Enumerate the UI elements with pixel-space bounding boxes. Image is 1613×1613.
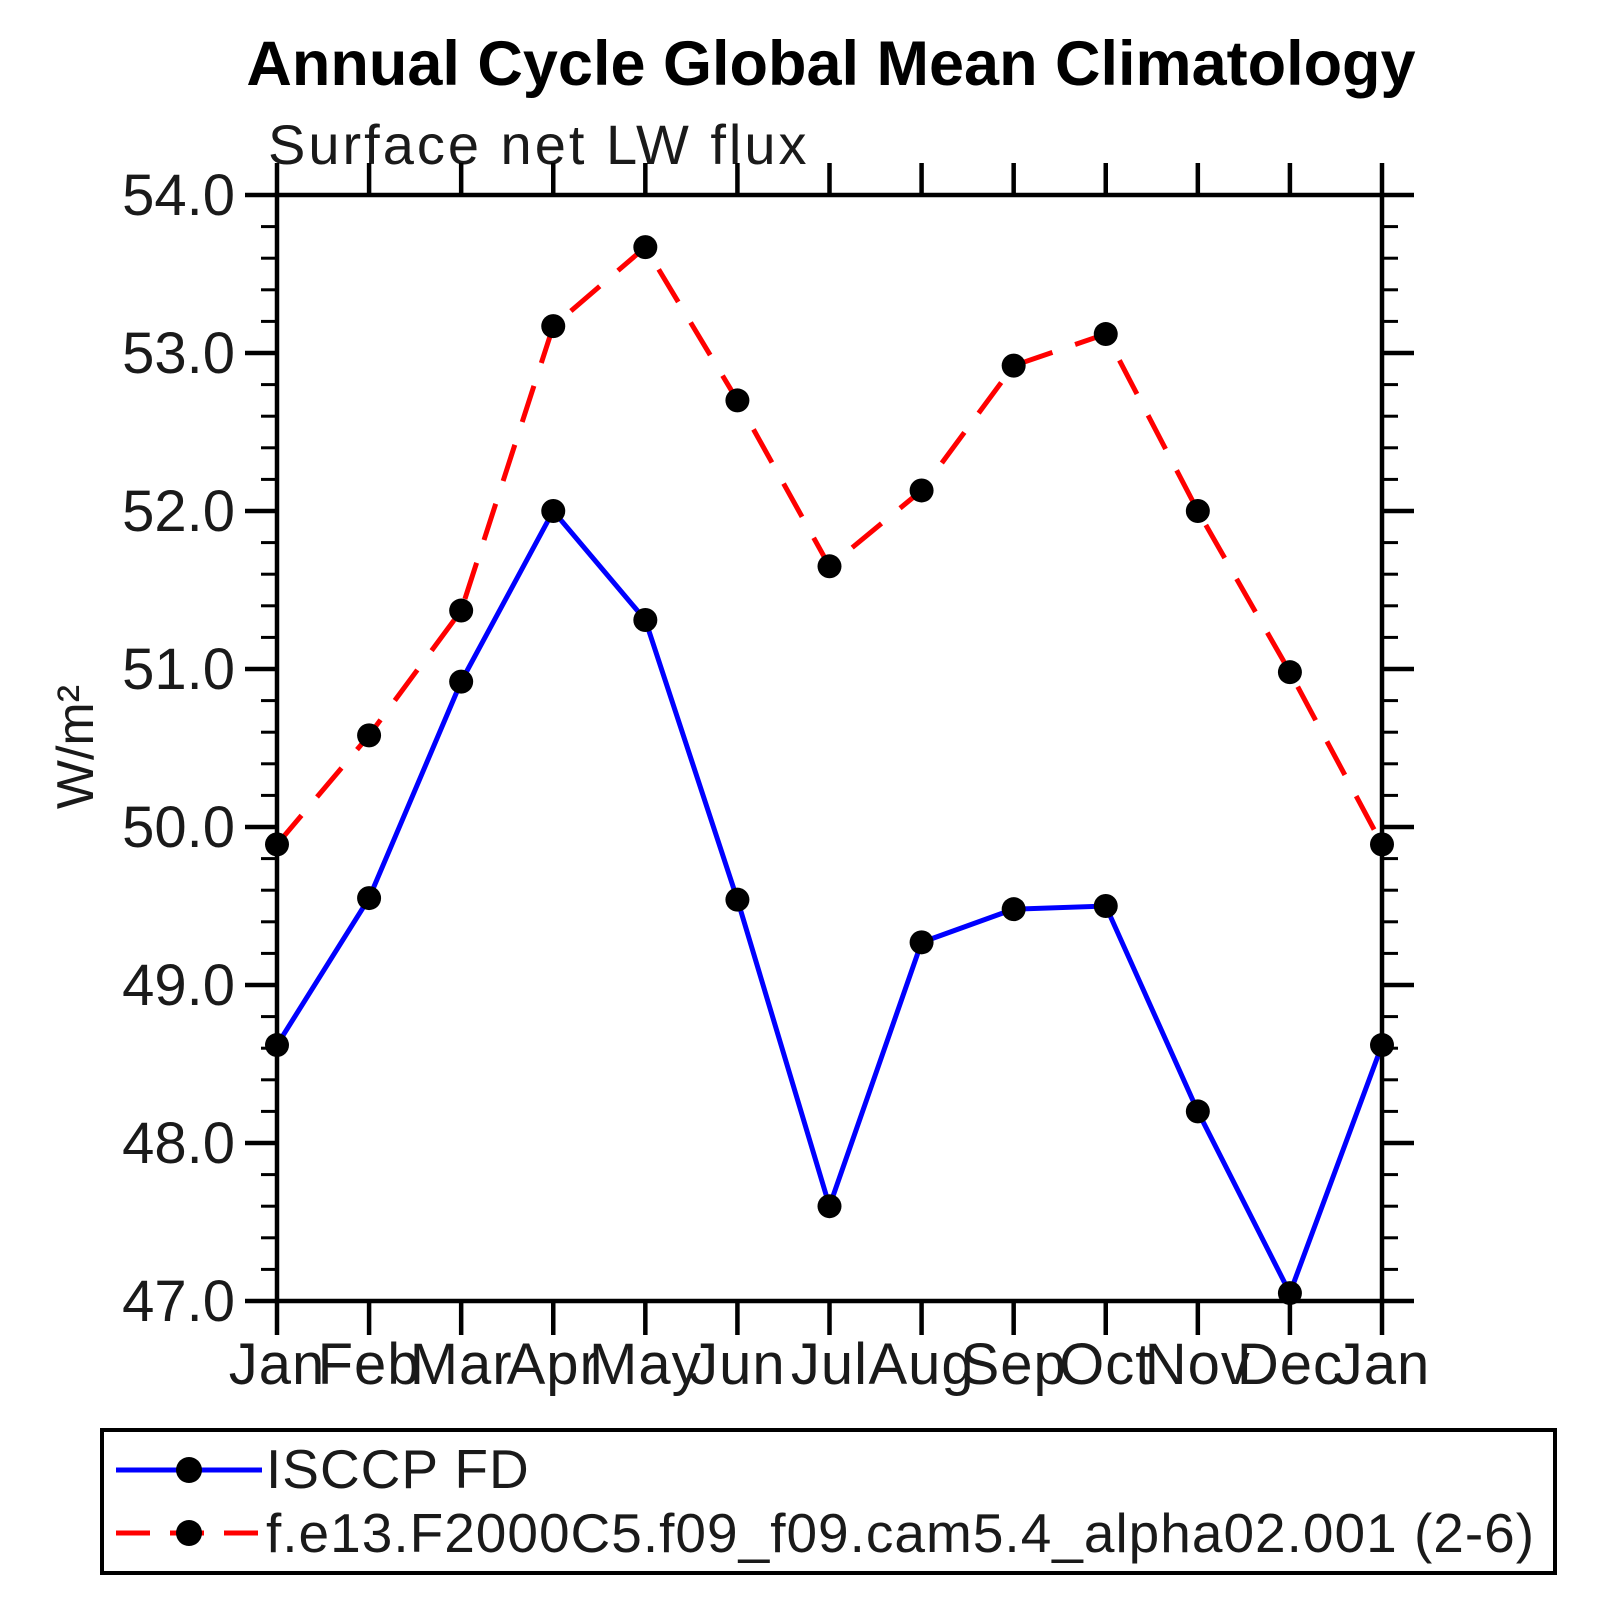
data-point — [357, 723, 382, 748]
data-point — [1277, 660, 1302, 685]
x-tick-label: Aug — [868, 1332, 974, 1397]
x-tick-label: Sep — [961, 1332, 1067, 1397]
data-point — [1277, 1281, 1302, 1306]
data-point — [541, 499, 566, 523]
y-tick-label: 51.0 — [122, 637, 235, 702]
y-tick-label: 49.0 — [122, 953, 235, 1018]
data-point — [909, 478, 934, 503]
data-point — [1370, 1033, 1394, 1058]
x-tick-label: Jun — [689, 1332, 786, 1397]
data-point — [1185, 499, 1210, 523]
legend: ISCCP FD f.e13.F2000C5.f09_f09.cam5.4_alp… — [100, 1428, 1557, 1575]
y-tick-label: 48.0 — [122, 1111, 235, 1176]
x-tick-label: Jan — [1334, 1332, 1431, 1397]
chart-subtitle: Surface net LW flux — [268, 113, 810, 176]
x-tick-label: May — [589, 1332, 702, 1397]
legend-item: ISCCP FD — [114, 1442, 1553, 1498]
y-tick-label: 47.0 — [122, 1269, 235, 1334]
legend-line-sample — [116, 1456, 262, 1483]
data-point — [725, 388, 750, 413]
data-point — [265, 1033, 289, 1058]
data-point — [541, 314, 566, 339]
data-point — [449, 598, 474, 623]
data-point — [909, 930, 934, 955]
x-tick-label: Nov — [1145, 1332, 1251, 1397]
x-tick-label: Feb — [318, 1332, 421, 1397]
legend-item: f.e13.F2000C5.f09_f09.cam5.4_alpha02.001… — [114, 1505, 1553, 1561]
data-point — [817, 554, 842, 579]
legend-label: ISCCP FD — [266, 1438, 530, 1501]
data-point — [725, 887, 750, 912]
chart-title: Annual Cycle Global Mean Climatology — [246, 29, 1416, 99]
x-tick-label: Mar — [410, 1332, 513, 1397]
series-line — [274, 506, 1385, 1300]
data-point — [449, 669, 474, 694]
legend-marker — [176, 1456, 202, 1483]
x-tick-label: Dec — [1237, 1332, 1343, 1397]
y-tick-label: 52.0 — [122, 479, 235, 544]
legend-marker — [176, 1520, 202, 1547]
x-tick-label: Jul — [791, 1332, 868, 1397]
legend-line-sample — [116, 1520, 262, 1547]
y-tick-label: 54.0 — [122, 163, 235, 228]
data-point — [357, 886, 382, 911]
data-point — [1093, 894, 1118, 918]
data-point — [633, 608, 658, 633]
series-line — [275, 243, 1385, 846]
data-point — [633, 235, 658, 260]
x-tick-label: Apr — [507, 1332, 600, 1397]
data-point — [1370, 832, 1394, 857]
y-tick-label: 50.0 — [122, 795, 235, 860]
legend-label: f.e13.F2000C5.f09_f09.cam5.4_alpha02.001… — [266, 1501, 1536, 1564]
x-tick-label: Oct — [1059, 1332, 1152, 1397]
data-point — [1093, 322, 1118, 347]
x-tick-label: Jan — [229, 1332, 326, 1397]
data-point — [817, 1194, 842, 1219]
data-point — [1185, 1099, 1210, 1124]
data-point — [1001, 353, 1026, 378]
y-tick-label: 53.0 — [122, 321, 235, 386]
data-point — [1001, 897, 1026, 922]
data-point — [265, 832, 289, 857]
plot-frame — [274, 192, 1385, 1304]
